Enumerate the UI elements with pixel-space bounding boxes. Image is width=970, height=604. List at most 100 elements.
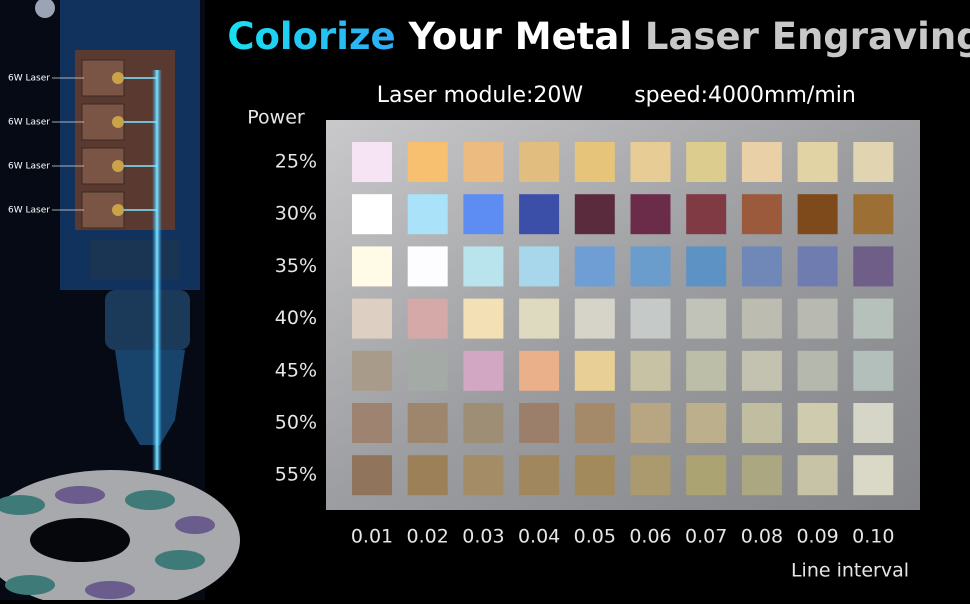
color-swatch [686, 142, 727, 182]
row-label: 35% [275, 255, 317, 277]
color-swatch [630, 194, 671, 235]
color-swatch [407, 455, 448, 496]
spec-speed: speed:4000mm/min [634, 83, 856, 108]
color-swatch [463, 142, 504, 182]
color-swatch [407, 298, 448, 339]
color-swatch [352, 194, 392, 235]
row-label: 45% [275, 359, 317, 381]
title-colored: Colorize [227, 15, 395, 58]
color-swatch [630, 246, 671, 287]
color-swatch [574, 142, 615, 182]
laser-label: 6W Laser [8, 74, 50, 84]
color-swatch [686, 246, 727, 287]
row-label: 50% [275, 412, 317, 434]
row-label: 40% [275, 307, 317, 329]
column-label: 0.09 [796, 526, 838, 548]
color-swatch [519, 194, 560, 235]
color-swatch [797, 455, 838, 496]
color-swatch [463, 246, 504, 287]
color-swatch [741, 142, 782, 182]
color-swatch [853, 298, 894, 339]
laser-label: 6W Laser [8, 206, 50, 216]
laser-label: 6W Laser [8, 162, 50, 172]
color-swatch [352, 246, 392, 287]
color-swatch [797, 403, 838, 443]
color-swatch [630, 142, 671, 182]
column-label: 0.01 [351, 526, 393, 548]
color-swatch [463, 350, 504, 391]
color-swatch [741, 403, 782, 443]
color-swatch [519, 350, 560, 391]
laser-illustration [0, 0, 240, 604]
color-swatch [797, 142, 838, 182]
column-label: 0.07 [685, 526, 727, 548]
column-label: 0.03 [462, 526, 504, 548]
color-swatch [797, 194, 838, 235]
color-swatch [797, 246, 838, 287]
color-swatch [686, 298, 727, 339]
color-swatch [686, 350, 727, 391]
laser-nozzle [112, 72, 124, 84]
color-swatch [853, 350, 894, 391]
laser-label: 6W Laser [8, 118, 50, 128]
color-swatch [519, 455, 560, 496]
color-swatch [519, 246, 560, 287]
color-swatch [574, 298, 615, 339]
row-axis-label: Power [247, 107, 305, 129]
laser-nozzle [112, 116, 124, 128]
color-swatch [741, 455, 782, 496]
color-swatch [574, 403, 615, 443]
color-swatch [352, 350, 392, 391]
color-swatch [686, 194, 727, 235]
color-swatch [853, 246, 894, 287]
color-swatch [741, 350, 782, 391]
color-swatch [574, 350, 615, 391]
color-swatch [463, 455, 504, 496]
column-label: 0.04 [518, 526, 560, 548]
laser-nozzle [112, 204, 124, 216]
row-label: 25% [275, 151, 317, 173]
color-swatch [741, 246, 782, 287]
title: Colorize Your Metal Laser Engraving [227, 15, 970, 58]
color-swatch [853, 142, 894, 182]
color-swatch [686, 403, 727, 443]
color-swatch [741, 194, 782, 235]
column-label: 0.10 [852, 526, 894, 548]
color-swatch [853, 455, 894, 496]
title-gray: Laser Engraving [645, 15, 970, 58]
color-swatch [352, 455, 392, 496]
row-label: 55% [275, 464, 317, 486]
color-swatch [519, 298, 560, 339]
color-swatch [574, 246, 615, 287]
color-swatch [630, 298, 671, 339]
laser-nozzle [112, 160, 124, 172]
col-axis-label: Line interval [791, 560, 909, 582]
color-swatch [630, 350, 671, 391]
color-swatch [407, 403, 448, 443]
color-swatch [463, 403, 504, 443]
spec-module: Laser module:20W [377, 83, 584, 108]
color-swatch [352, 298, 392, 339]
color-swatch [797, 298, 838, 339]
column-label: 0.08 [741, 526, 783, 548]
color-swatch [630, 403, 671, 443]
color-swatch [352, 142, 392, 182]
color-swatch [574, 455, 615, 496]
color-swatch [407, 350, 448, 391]
color-swatch [463, 298, 504, 339]
color-swatch [741, 298, 782, 339]
column-label: 0.05 [574, 526, 616, 548]
color-swatch [352, 403, 392, 443]
color-swatch [686, 455, 727, 496]
color-swatch [407, 194, 448, 235]
color-swatch [797, 350, 838, 391]
color-swatch [519, 142, 560, 182]
color-swatch [853, 403, 894, 443]
color-swatch [407, 142, 448, 182]
color-swatch [574, 194, 615, 235]
color-swatch [630, 455, 671, 496]
title-white: Your Metal [407, 15, 632, 58]
column-label: 0.06 [629, 526, 671, 548]
